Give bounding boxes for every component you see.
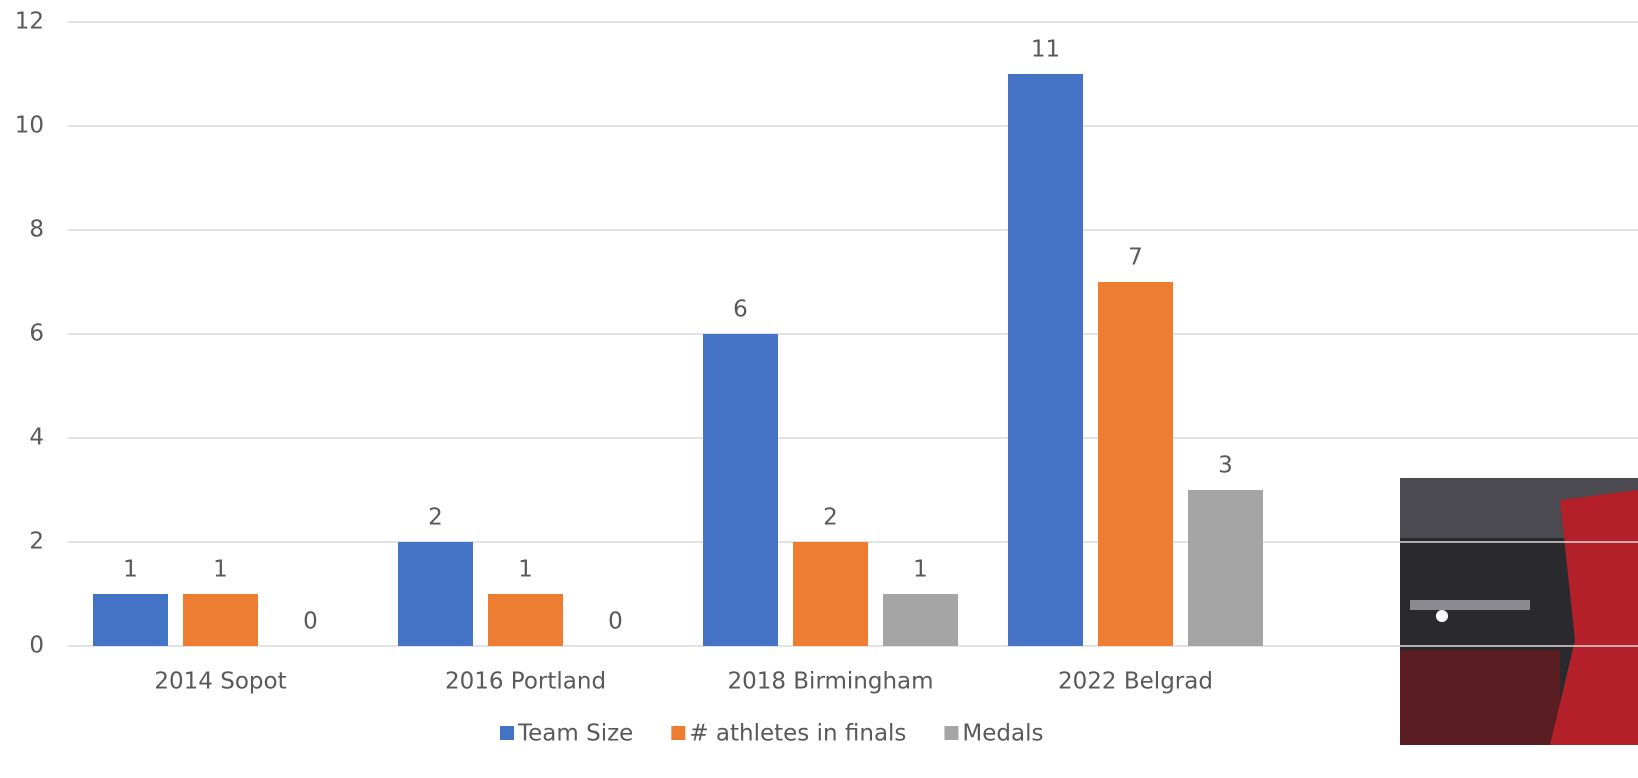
data-label: 1 xyxy=(213,557,228,583)
bar xyxy=(703,334,778,646)
y-tick-label: 8 xyxy=(29,217,44,243)
bar xyxy=(93,594,168,646)
data-label: 6 xyxy=(733,297,748,323)
data-label: 11 xyxy=(1031,37,1060,63)
legend-label: Medals xyxy=(962,721,1043,747)
data-label: 2 xyxy=(428,505,443,531)
y-tick-label: 12 xyxy=(15,9,44,35)
data-label: 7 xyxy=(1128,245,1143,271)
y-tick-label: 0 xyxy=(29,633,44,659)
bar xyxy=(1008,74,1083,646)
bar xyxy=(793,542,868,646)
bar xyxy=(488,594,563,646)
legend-label: # athletes in finals xyxy=(689,721,906,747)
y-tick-label: 10 xyxy=(15,113,44,139)
data-label: 0 xyxy=(608,609,623,635)
legend-swatch xyxy=(944,726,958,740)
x-tick-label: 2018 Birmingham xyxy=(727,669,933,695)
data-label: 3 xyxy=(1218,453,1233,479)
x-tick-label: 2016 Portland xyxy=(445,669,606,695)
bar xyxy=(883,594,958,646)
data-label: 1 xyxy=(913,557,928,583)
y-tick-label: 2 xyxy=(29,529,44,555)
data-label: 1 xyxy=(518,557,533,583)
photo xyxy=(1400,478,1638,745)
data-label: 1 xyxy=(123,557,138,583)
x-tick-label: 2022 Belgrad xyxy=(1058,669,1213,695)
legend-label: Team Size xyxy=(517,721,633,747)
bar xyxy=(183,594,258,646)
y-tick-label: 6 xyxy=(29,321,44,347)
data-label: 2 xyxy=(823,505,838,531)
chart: 0246810122014 Sopot1102016 Portland21020… xyxy=(0,0,1638,778)
x-tick-label: 2014 Sopot xyxy=(154,669,286,695)
bar xyxy=(398,542,473,646)
legend-swatch xyxy=(500,726,514,740)
bar xyxy=(1188,490,1263,646)
data-label: 0 xyxy=(303,609,318,635)
bar xyxy=(1098,282,1173,646)
legend-swatch xyxy=(671,726,685,740)
y-tick-label: 4 xyxy=(29,425,44,451)
